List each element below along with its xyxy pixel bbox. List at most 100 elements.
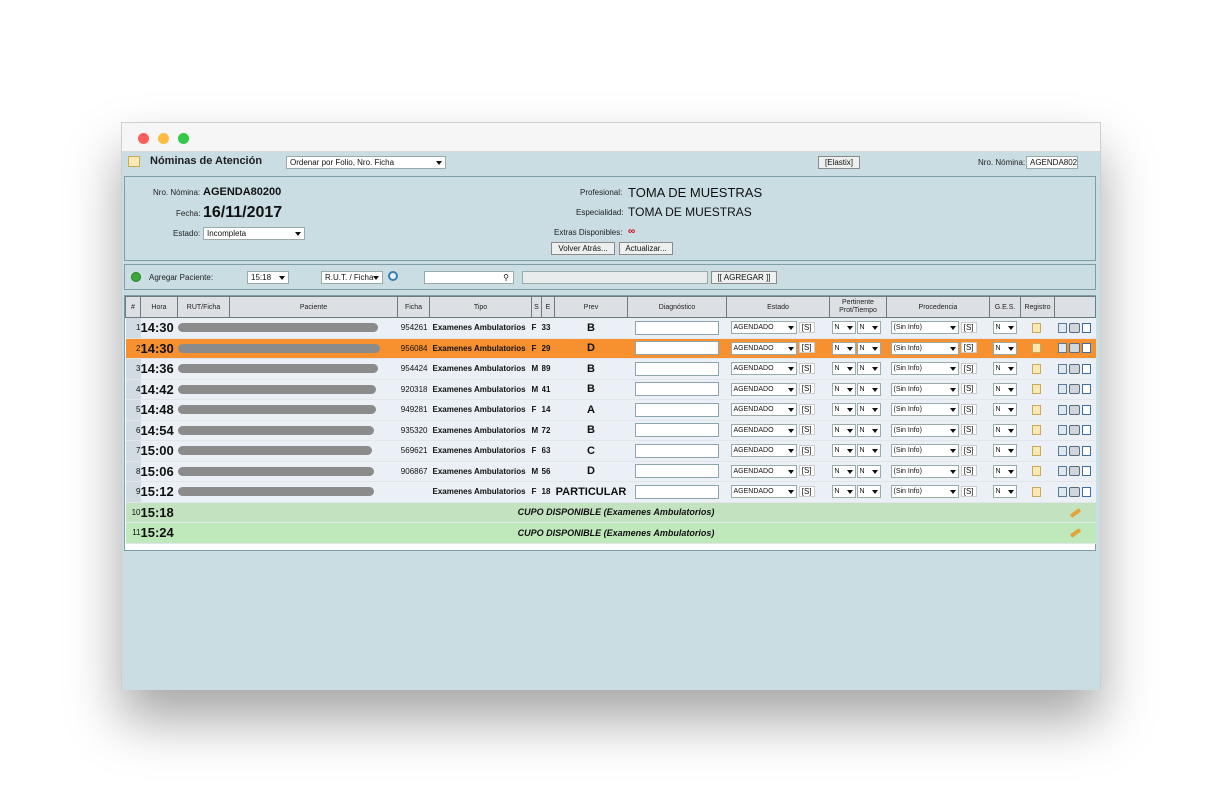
document-icon[interactable] [1057,486,1067,497]
procedencia-select[interactable]: (Sin Info) [890,464,959,478]
cupo-disponible-row[interactable]: 10 15:18 CUPO DISPONIBLE (Examenes Ambulat… [125,502,1096,523]
diagnostico-input[interactable] [635,464,719,479]
window-icon[interactable] [1081,445,1091,456]
pertinente-tiempo-select[interactable]: N [856,341,881,355]
row-paciente-redacted[interactable] [177,461,398,482]
row-paciente-redacted[interactable] [177,358,398,380]
row-hora[interactable]: 14:48 [140,399,178,421]
row-paciente-redacted[interactable] [177,440,398,462]
procedencia-s-button[interactable]: [S] [960,465,977,477]
registro-icon[interactable] [1032,466,1041,477]
table-row[interactable]: 3 14:36 954424 Examenes Ambulatorios M 89 B AGE… [125,358,1096,380]
order-select[interactable]: Ordenar por Folio, Nro. Ficha [286,156,446,169]
diagnostico-input[interactable] [635,341,719,356]
document-icon[interactable] [1057,445,1067,456]
pencil-icon[interactable] [1069,507,1081,518]
window-icon[interactable] [1081,404,1091,415]
registro-icon[interactable] [1032,363,1041,374]
procedencia-s-button[interactable]: [S] [960,321,977,333]
row-paciente-redacted[interactable] [177,338,398,359]
actualizar-button[interactable]: Actualizar... [619,242,673,255]
printer-icon[interactable] [1068,363,1080,374]
pertinente-prot-select[interactable]: N [831,362,856,376]
pertinente-tiempo-select[interactable]: N [856,485,881,499]
hora-select[interactable]: 15:18 [247,271,289,284]
printer-icon[interactable] [1068,425,1080,436]
window-icon[interactable] [1081,343,1091,354]
row-paciente-redacted[interactable] [177,481,398,503]
document-icon[interactable] [1057,384,1067,395]
pertinente-tiempo-select[interactable]: N [856,423,881,437]
table-row[interactable]: 2 14:30 956084 Examenes Ambulatorios F 29 D AGE… [125,338,1096,359]
estado-select[interactable]: AGENDADO [730,382,797,396]
row-paciente-redacted[interactable] [177,399,398,421]
procedencia-select[interactable]: (Sin Info) [890,321,959,335]
row-hora[interactable]: 15:06 [140,461,178,482]
row-paciente-redacted[interactable] [177,379,398,400]
document-icon[interactable] [1057,343,1067,354]
ges-select[interactable]: N [992,321,1017,335]
pertinente-prot-select[interactable]: N [831,321,856,335]
row-hora[interactable]: 15:12 [140,481,178,503]
row-paciente-redacted[interactable] [177,420,398,441]
procedencia-s-button[interactable]: [S] [960,485,977,497]
estado-s-button[interactable]: [S] [798,362,815,374]
estado-s-button[interactable]: [S] [798,444,815,456]
registro-icon[interactable] [1032,343,1041,354]
procedencia-select[interactable]: (Sin Info) [890,423,959,437]
ges-select[interactable]: N [992,464,1017,478]
window-icon[interactable] [1081,363,1091,374]
diagnostico-input[interactable] [635,443,719,458]
procedencia-s-button[interactable]: [S] [960,444,977,456]
estado-s-button[interactable]: [S] [798,342,815,354]
procedencia-select[interactable]: (Sin Info) [890,403,959,417]
add-icon[interactable] [131,272,141,282]
table-row[interactable]: 8 15:06 906867 Examenes Ambulatorios M 56 D AGE… [125,461,1096,482]
procedencia-select[interactable]: (Sin Info) [890,444,959,458]
pertinente-tiempo-select[interactable]: N [856,382,881,396]
ges-select[interactable]: N [992,423,1017,437]
document-icon[interactable] [1057,425,1067,436]
row-hora[interactable]: 14:42 [140,379,178,400]
ges-select[interactable]: N [992,485,1017,499]
diagnostico-input[interactable] [635,320,719,335]
volver-atras-button[interactable]: Volver Atrás... [551,242,615,255]
search-input[interactable]: ⚲ [424,271,514,284]
table-row[interactable]: 9 15:12 Examenes Ambulatorios F 18 PARTICULAR… [125,481,1096,503]
procedencia-s-button[interactable]: [S] [960,342,977,354]
estado-select[interactable]: AGENDADO [730,403,797,417]
printer-icon[interactable] [1068,384,1080,395]
procedencia-select[interactable]: (Sin Info) [890,382,959,396]
procedencia-s-button[interactable]: [S] [960,403,977,415]
document-icon[interactable] [1057,322,1067,333]
maximize-window-button[interactable] [178,133,189,144]
pertinente-prot-select[interactable]: N [831,423,856,437]
table-row[interactable]: 4 14:42 920318 Examenes Ambulatorios M 41 B AGE… [125,379,1096,400]
printer-icon[interactable] [1068,343,1080,354]
document-icon[interactable] [1057,404,1067,415]
minimize-window-button[interactable] [158,133,169,144]
pertinente-prot-select[interactable]: N [831,485,856,499]
estado-select[interactable]: AGENDADO [730,362,797,376]
printer-icon[interactable] [1068,466,1080,477]
pertinente-tiempo-select[interactable]: N [856,362,881,376]
procedencia-s-button[interactable]: [S] [960,362,977,374]
procedencia-s-button[interactable]: [S] [960,424,977,436]
estado-select[interactable]: Incompleta [203,227,305,240]
window-icon[interactable] [1081,425,1091,436]
pertinente-tiempo-select[interactable]: N [856,464,881,478]
diagnostico-input[interactable] [635,361,719,376]
table-row[interactable]: 7 15:00 569621 Examenes Ambulatorios F 63 C AGE… [125,440,1096,462]
estado-s-button[interactable]: [S] [798,383,815,395]
estado-s-button[interactable]: [S] [798,485,815,497]
estado-select[interactable]: AGENDADO [730,341,797,355]
window-icon[interactable] [1081,322,1091,333]
id-type-select[interactable]: R.U.T. / Ficha [321,271,383,284]
pertinente-tiempo-select[interactable]: N [856,403,881,417]
window-icon[interactable] [1081,466,1091,477]
document-icon[interactable] [1057,466,1067,477]
ges-select[interactable]: N [992,444,1017,458]
estado-s-button[interactable]: [S] [798,321,815,333]
registro-icon[interactable] [1032,384,1041,395]
registro-icon[interactable] [1032,425,1041,436]
